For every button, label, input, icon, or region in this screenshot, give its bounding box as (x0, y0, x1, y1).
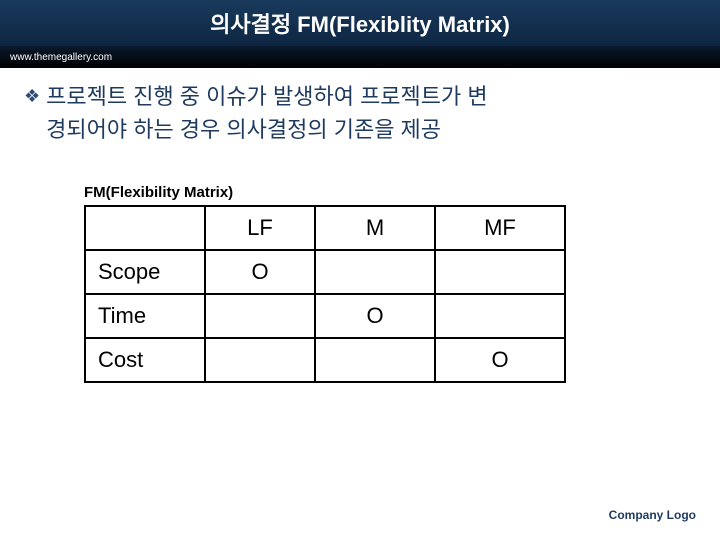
header-m: M (315, 206, 435, 250)
title-bar: 의사결정 FM(Flexiblity Matrix) (0, 0, 720, 46)
table-title: FM(Flexibility Matrix) (84, 184, 696, 201)
url-bar: www.themegallery.com (0, 46, 720, 68)
description-line-2: ❖ 경되어야 하는 경우 의사결정의 기존을 제공 (24, 115, 696, 146)
description-text-1: 프로젝트 진행 중 이슈가 발생하여 프로젝트가 변 (46, 82, 487, 113)
description-text-2: 경되어야 하는 경우 의사결정의 기존을 제공 (46, 115, 441, 146)
row-label-scope: Scope (85, 250, 205, 294)
cell-time-mf (435, 294, 565, 338)
header-lf: LF (205, 206, 315, 250)
table-row: Time O (85, 294, 565, 338)
url-text: www.themegallery.com (10, 52, 112, 63)
table-header-row: LF M MF (85, 206, 565, 250)
diamond-bullet-icon: ❖ (24, 86, 40, 107)
table-row: Cost O (85, 338, 565, 382)
cell-scope-m (315, 250, 435, 294)
row-label-time: Time (85, 294, 205, 338)
page-title: 의사결정 FM(Flexiblity Matrix) (210, 7, 510, 39)
cell-cost-lf (205, 338, 315, 382)
row-label-cost: Cost (85, 338, 205, 382)
flexibility-matrix-table: LF M MF Scope O Time O Cost O (84, 205, 566, 383)
table-row: Scope O (85, 250, 565, 294)
header-empty (85, 206, 205, 250)
cell-cost-mf: O (435, 338, 565, 382)
cell-scope-lf: O (205, 250, 315, 294)
cell-time-m: O (315, 294, 435, 338)
header-mf: MF (435, 206, 565, 250)
company-logo-text: Company Logo (609, 508, 696, 522)
cell-scope-mf (435, 250, 565, 294)
cell-cost-m (315, 338, 435, 382)
description-line-1: ❖ 프로젝트 진행 중 이슈가 발생하여 프로젝트가 변 (24, 82, 696, 113)
table-section: FM(Flexibility Matrix) LF M MF Scope O T… (84, 184, 696, 383)
cell-time-lf (205, 294, 315, 338)
content-area: ❖ 프로젝트 진행 중 이슈가 발생하여 프로젝트가 변 ❖ 경되어야 하는 경… (0, 68, 720, 383)
